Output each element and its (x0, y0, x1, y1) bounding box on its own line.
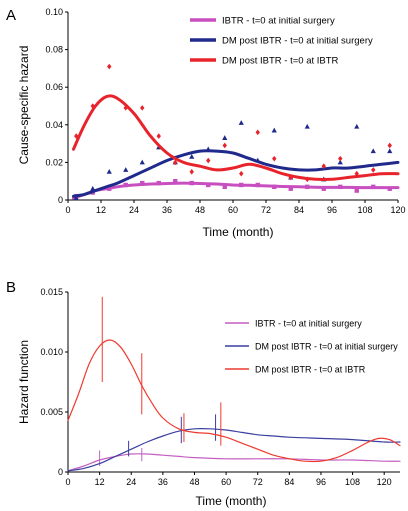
panel-b-label: B (6, 279, 16, 296)
panel-a-y-tick-label: 0 (58, 195, 63, 205)
panel-a-x-axis-label: Time (month) (203, 225, 274, 239)
panel-b-x-axis-label: Time (month) (196, 494, 267, 508)
panel-a-point-square (222, 184, 227, 190)
panel-a-point-triangle (222, 135, 228, 140)
panel-a-y-axis-label: Cause-specific hazard (17, 46, 31, 165)
panel-a-point-triangle (73, 195, 79, 201)
panel-b-x-tick-label: 24 (126, 477, 136, 487)
panel-a-point-square (288, 186, 293, 191)
panel-b-y-axis-label: Hazard function (17, 340, 31, 424)
panel-a-x-tick-label: 48 (195, 205, 205, 215)
panel-a-series-line-3 (72, 94, 400, 182)
panel-a-y-tick-label: 0.08 (45, 45, 63, 55)
panel-b-x-tick-label: 72 (253, 477, 263, 487)
panel-a-x-tick-label: 96 (327, 205, 337, 215)
panel-b-x-tick-label: 120 (377, 477, 392, 487)
panel-a-point-diamond (387, 142, 392, 149)
panel-a-x-tick-label: 60 (228, 205, 238, 215)
panel-a-series-line-1 (72, 181, 400, 200)
panel-b-legend-label-1: IBTR - t=0 at initial surgery (255, 319, 362, 329)
panel-a-point-diamond (74, 133, 79, 139)
panel-a-point-triangle (271, 127, 277, 133)
panel-b-x-tick-label: 108 (345, 477, 360, 487)
panel-a-point-diamond (206, 157, 211, 164)
panel-a-x-tick-label: 120 (390, 205, 405, 215)
panel-a-x-tick-label: 36 (162, 205, 172, 215)
panel-b-x-tick-label: 60 (221, 477, 231, 487)
panel-a-point-triangle (337, 159, 343, 165)
panel-a-point-diamond (272, 155, 277, 162)
panel-a-point-triangle (123, 167, 129, 172)
panel-b-x-tick-label: 48 (189, 477, 199, 487)
panel-a-point-diamond (222, 142, 227, 149)
panel-a-point-diamond (321, 163, 326, 169)
panel-a-y-tick-label: 0.06 (45, 82, 63, 92)
panel-a-point-triangle (106, 169, 112, 174)
panel-a-legend-label-1: IBTR - t=0 at initial surgery (222, 16, 335, 27)
panel-a-point-square (354, 188, 359, 193)
panel-a-x-tick-label: 72 (261, 205, 271, 215)
panel-a-series-line-2 (72, 149, 400, 198)
panel-a-point-triangle (139, 159, 145, 165)
panel-b-plot: 0 12 24 36 48 60 72 84 96 108 120 0 0.005 0.010 0.015 I… (40, 287, 401, 487)
panel-b-x-tick-label: 84 (284, 477, 294, 487)
panel-a-point-diamond (156, 133, 161, 139)
panel-a-x-tick-label: 84 (294, 205, 304, 215)
panel-b-y-tick-label: 0.010 (40, 347, 63, 357)
panel-a-point-triangle (354, 123, 360, 129)
panel-a-point-triangle (387, 148, 393, 154)
panel-a-y-tick-label: 0.04 (45, 120, 63, 130)
panel-a-point-triangle (304, 123, 310, 129)
panel-a-legend-label-2: DM post IBTR - t=0 at initial surgery (222, 36, 373, 47)
panel-a-point-triangle (238, 120, 244, 125)
panel-a-x-tick-label: 108 (357, 205, 372, 215)
panel-b-y-tick-label: 0.005 (40, 407, 63, 417)
panel-b-x-tick-label: 96 (316, 477, 326, 487)
panel-a-legend-label-3: DM post IBTR - t=0 at IBTR (222, 56, 339, 67)
panel-a-y-tick-label: 0.02 (45, 157, 63, 167)
panel-b-legend-label-2: DM post IBTR - t=0 at initial surgery (255, 342, 398, 352)
panel-b-y-tick-label: 0 (58, 467, 63, 477)
panel-b-series-line-2 (67, 427, 401, 472)
panel-b-x-tick-label: 36 (158, 477, 168, 487)
panel-a-point-diamond (239, 170, 244, 177)
panel-a-point-triangle (90, 185, 96, 191)
panel-a-point-diamond (140, 105, 145, 111)
panel-a-point-diamond (173, 159, 178, 166)
panel-a-point-diamond (371, 167, 376, 173)
panel-a-plot: 0 12 24 36 48 60 72 84 96 108 120 0 0.02 0.04 0.06 0.08… (45, 7, 405, 215)
panel-a-y-tick-label: 0.10 (45, 7, 63, 17)
panel-a-point-diamond (255, 129, 260, 136)
panel-b-series-line-1 (67, 453, 401, 472)
panel-a-x-tick-label: 12 (96, 205, 106, 215)
panel-a-point-diamond (107, 63, 112, 70)
panel-a-point-square (173, 179, 178, 184)
panel-b-x-tick-label: 0 (65, 477, 70, 487)
panel-a-x-tick-label: 0 (65, 205, 70, 215)
panel-a-point-diamond (189, 169, 194, 175)
panel-b-legend-label-3: DM post IBTR - t=0 at IBTR (255, 365, 366, 375)
panel-b-x-tick-label: 12 (95, 477, 105, 487)
panel-a-x-tick-label: 24 (129, 205, 139, 215)
panel-a-point-diamond (338, 155, 343, 162)
panel-a-point-triangle (370, 148, 376, 154)
panel-a-label: A (6, 7, 16, 24)
panel-a-point-diamond (354, 170, 359, 177)
panel-a-point-triangle (189, 153, 195, 159)
panel-b-series-line-3 (67, 339, 401, 463)
panel-b-y-tick-label: 0.015 (40, 287, 63, 297)
